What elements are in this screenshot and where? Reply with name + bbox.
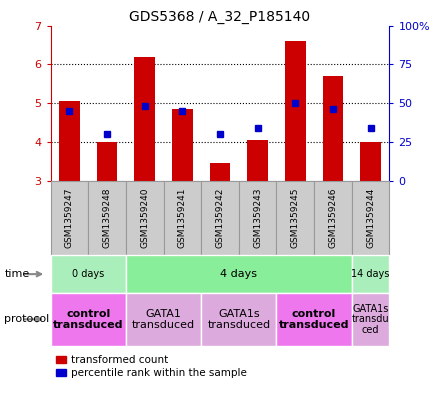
- Text: GSM1359247: GSM1359247: [65, 188, 74, 248]
- Bar: [201, 181, 239, 255]
- Legend: transformed count, percentile rank within the sample: transformed count, percentile rank withi…: [56, 355, 247, 378]
- Text: GSM1359240: GSM1359240: [140, 188, 149, 248]
- Text: GATA1
transduced: GATA1 transduced: [132, 309, 195, 330]
- Text: 4 days: 4 days: [220, 269, 257, 279]
- Bar: [51, 255, 126, 293]
- Bar: [126, 255, 352, 293]
- Bar: [51, 181, 88, 255]
- Bar: [285, 41, 306, 181]
- Bar: [201, 293, 276, 346]
- Bar: [314, 181, 352, 255]
- Text: GSM1359242: GSM1359242: [216, 188, 224, 248]
- Text: GDS5368 / A_32_P185140: GDS5368 / A_32_P185140: [129, 10, 311, 24]
- Bar: [97, 142, 117, 181]
- Bar: [360, 142, 381, 181]
- Bar: [172, 109, 193, 181]
- Text: time: time: [4, 269, 29, 279]
- Text: GSM1359246: GSM1359246: [328, 188, 337, 248]
- Bar: [352, 255, 389, 293]
- Text: GSM1359245: GSM1359245: [291, 188, 300, 248]
- Bar: [164, 181, 201, 255]
- Text: GSM1359243: GSM1359243: [253, 188, 262, 248]
- Bar: [276, 293, 352, 346]
- Bar: [88, 181, 126, 255]
- Text: 0 days: 0 days: [72, 269, 104, 279]
- Bar: [352, 181, 389, 255]
- Bar: [134, 57, 155, 181]
- Text: GSM1359244: GSM1359244: [366, 188, 375, 248]
- Text: protocol: protocol: [4, 314, 50, 324]
- Bar: [352, 293, 389, 346]
- Bar: [126, 181, 164, 255]
- Text: control
transduced: control transduced: [279, 309, 349, 330]
- Bar: [239, 181, 276, 255]
- Bar: [323, 76, 343, 181]
- Text: GSM1359241: GSM1359241: [178, 188, 187, 248]
- Bar: [209, 163, 231, 181]
- Text: GSM1359248: GSM1359248: [103, 188, 112, 248]
- Text: GATA1s
transdu
ced: GATA1s transdu ced: [352, 303, 389, 335]
- Bar: [126, 293, 201, 346]
- Bar: [247, 140, 268, 181]
- Text: GATA1s
transduced: GATA1s transduced: [207, 309, 271, 330]
- Text: 14 days: 14 days: [352, 269, 390, 279]
- Bar: [59, 101, 80, 181]
- Bar: [51, 293, 126, 346]
- Bar: [276, 181, 314, 255]
- Text: control
transduced: control transduced: [53, 309, 124, 330]
